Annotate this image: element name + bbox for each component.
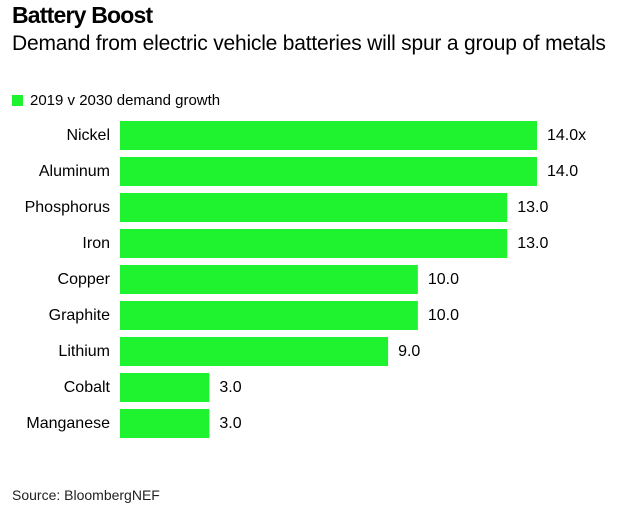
value-label-copper: 10.0 bbox=[428, 271, 459, 288]
value-label-aluminum: 14.0 bbox=[547, 163, 578, 180]
bar-nickel bbox=[120, 121, 537, 150]
bar-lithium bbox=[120, 337, 389, 366]
bar-manganese bbox=[120, 409, 210, 438]
bar-iron bbox=[120, 229, 508, 258]
category-label-copper: Copper bbox=[58, 271, 111, 288]
legend-label: 2019 v 2030 demand growth bbox=[30, 91, 221, 109]
category-label-lithium: Lithium bbox=[58, 343, 110, 360]
bar-graphite bbox=[120, 301, 418, 330]
category-label-cobalt: Cobalt bbox=[64, 379, 111, 396]
category-label-iron: Iron bbox=[82, 235, 110, 252]
value-label-lithium: 9.0 bbox=[398, 343, 420, 360]
chart-subtitle: Demand from electric vehicle batteries w… bbox=[12, 32, 606, 55]
value-label-manganese: 3.0 bbox=[219, 415, 241, 432]
bar-copper bbox=[120, 265, 418, 294]
legend-swatch bbox=[12, 94, 23, 106]
category-label-nickel: Nickel bbox=[66, 127, 110, 144]
category-label-manganese: Manganese bbox=[26, 415, 110, 432]
category-label-phosphorus: Phosphorus bbox=[25, 199, 110, 216]
value-label-cobalt: 3.0 bbox=[219, 379, 241, 396]
chart-title: Battery Boost bbox=[12, 2, 153, 28]
value-label-graphite: 10.0 bbox=[428, 307, 459, 324]
category-label-aluminum: Aluminum bbox=[39, 163, 110, 180]
category-label-graphite: Graphite bbox=[49, 307, 110, 324]
legend: 2019 v 2030 demand growth bbox=[12, 90, 220, 110]
bar-cobalt bbox=[120, 373, 210, 402]
value-label-iron: 13.0 bbox=[517, 235, 548, 252]
source-note: Source: BloombergNEF bbox=[12, 487, 160, 503]
value-label-phosphorus: 13.0 bbox=[517, 199, 548, 216]
bar-aluminum bbox=[120, 157, 537, 186]
bar-phosphorus bbox=[120, 193, 508, 222]
value-label-nickel: 14.0x bbox=[547, 127, 586, 144]
